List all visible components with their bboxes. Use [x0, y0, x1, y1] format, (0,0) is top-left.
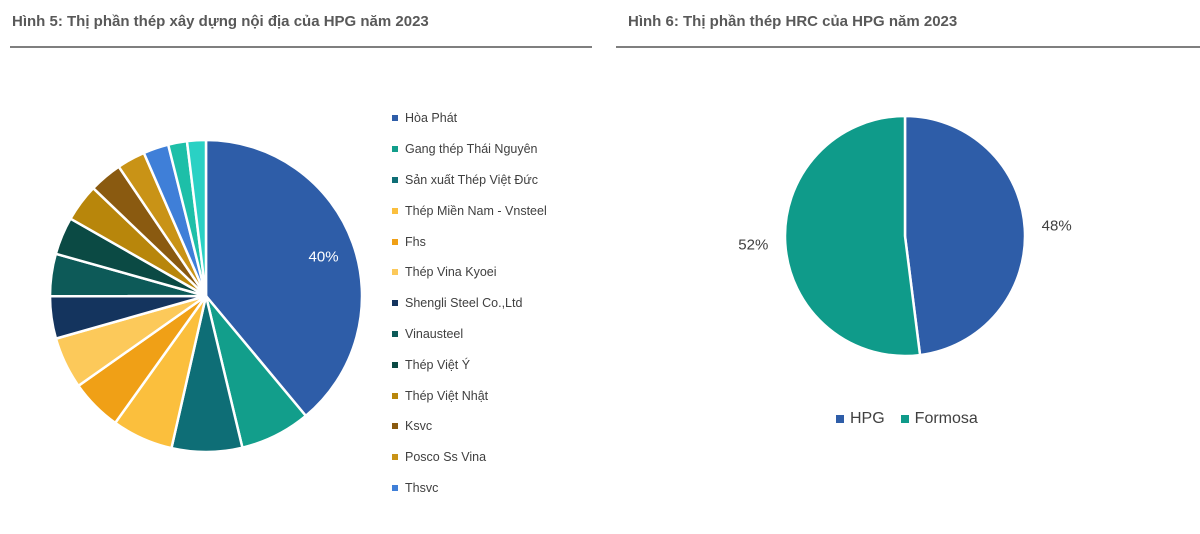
- legend-item-hoa-phat: Hòa Phát: [392, 103, 547, 134]
- legend-label: Hòa Phát: [405, 111, 458, 126]
- legend-label: Gang thép Thái Nguyên: [405, 142, 538, 157]
- pie-slice-hoa-phat: [204, 138, 364, 418]
- legend-item-posco-ss-vina: Posco Ss Vina: [392, 442, 547, 473]
- legend-label: Ksvc: [405, 419, 433, 434]
- legend-swatch: [392, 238, 398, 245]
- legend-label: Formosa: [914, 410, 978, 427]
- legend-swatch: [392, 361, 398, 368]
- pie-slice-formosa: [783, 114, 922, 358]
- data-label-formosa: 52%: [738, 237, 768, 254]
- legend-label: Thép Vina Kyoei: [405, 265, 497, 280]
- legend-label: Thép Miền Nam - Vnsteel: [405, 203, 547, 218]
- legend-item-fhs: Fhs: [392, 226, 547, 257]
- legend: HPG Formosa: [836, 410, 994, 428]
- legend-swatch: [392, 300, 398, 307]
- legend-swatch: [392, 484, 398, 491]
- legend-item-gang-thep-thai-nguyen: Gang thép Thái Nguyên: [392, 134, 547, 165]
- legend-swatch: [392, 176, 398, 183]
- data-label-hoa-phat: 40%: [309, 248, 339, 265]
- legend-label: Posco Ss Vina: [405, 450, 487, 465]
- data-label-hpg: 48%: [1042, 217, 1072, 234]
- legend-label: Thép Việt Nhật: [405, 388, 489, 403]
- chart-title: Hình 6: Thị phần thép HRC của HPG năm 20…: [628, 13, 958, 30]
- legend-label: Shengli Steel Co.,Ltd: [405, 296, 523, 311]
- legend-label: Sản xuất Thép Việt Đức: [405, 172, 538, 187]
- legend-item-formosa: Formosa: [900, 410, 978, 428]
- legend-item-vinausteel: Vinausteel: [392, 319, 547, 350]
- legend-item-ksvc: Ksvc: [392, 411, 547, 442]
- chart-title: Hình 5: Thị phần thép xây dựng nội địa c…: [12, 13, 429, 30]
- legend-swatch: [900, 415, 909, 423]
- legend-item-thep-mien-nam-vnsteel: Thép Miền Nam - Vnsteel: [392, 195, 547, 226]
- title-divider: [616, 46, 1200, 48]
- pie-slice-other-14: [185, 138, 208, 298]
- chart-panel-hrc: Hình 6: Thị phần thép HRC của HPG năm 20…: [612, 0, 1200, 534]
- title-divider: [10, 46, 592, 48]
- legend-item-thsvc: Thsvc: [392, 473, 547, 504]
- legend-label: Thép Việt Ý: [405, 357, 471, 372]
- legend: Hòa Phát Gang thép Thái Nguyên Sản xuất Th…: [392, 103, 547, 503]
- legend-item-thep-viet-nhat: Thép Việt Nhật: [392, 380, 547, 411]
- legend-swatch: [836, 415, 844, 423]
- legend-swatch: [392, 454, 398, 461]
- legend-item-thep-vina-kyoei: Thép Vina Kyoei: [392, 257, 547, 288]
- chart-panel-domestic: Hình 5: Thị phần thép xây dựng nội địa c…: [10, 13, 592, 503]
- legend-swatch: [392, 269, 398, 276]
- pie-slice-hpg: [903, 114, 1027, 357]
- legend-swatch: [392, 146, 398, 153]
- legend-swatch: [392, 207, 398, 214]
- legend-label: Vinausteel: [405, 326, 464, 341]
- legend-label: HPG: [850, 410, 885, 427]
- legend-item-hpg: HPG: [836, 410, 885, 428]
- legend-swatch: [392, 330, 398, 337]
- pie-chart-domestic: 40%: [48, 138, 364, 454]
- legend-swatch: [392, 423, 398, 430]
- legend-swatch: [392, 115, 398, 122]
- legend-item-shengli-steel-co-ltd: Shengli Steel Co.,Ltd: [392, 288, 547, 319]
- legend-item-san-xuat-thep-viet-duc: Sản xuất Thép Việt Đức: [392, 165, 547, 196]
- pie-chart-hrc: 48% 52%: [738, 114, 1072, 358]
- legend-label: Thsvc: [405, 480, 439, 495]
- legend-label: Fhs: [405, 234, 426, 249]
- legend-swatch: [392, 392, 398, 399]
- legend-item-thep-viet-y: Thép Việt Ý: [392, 349, 547, 380]
